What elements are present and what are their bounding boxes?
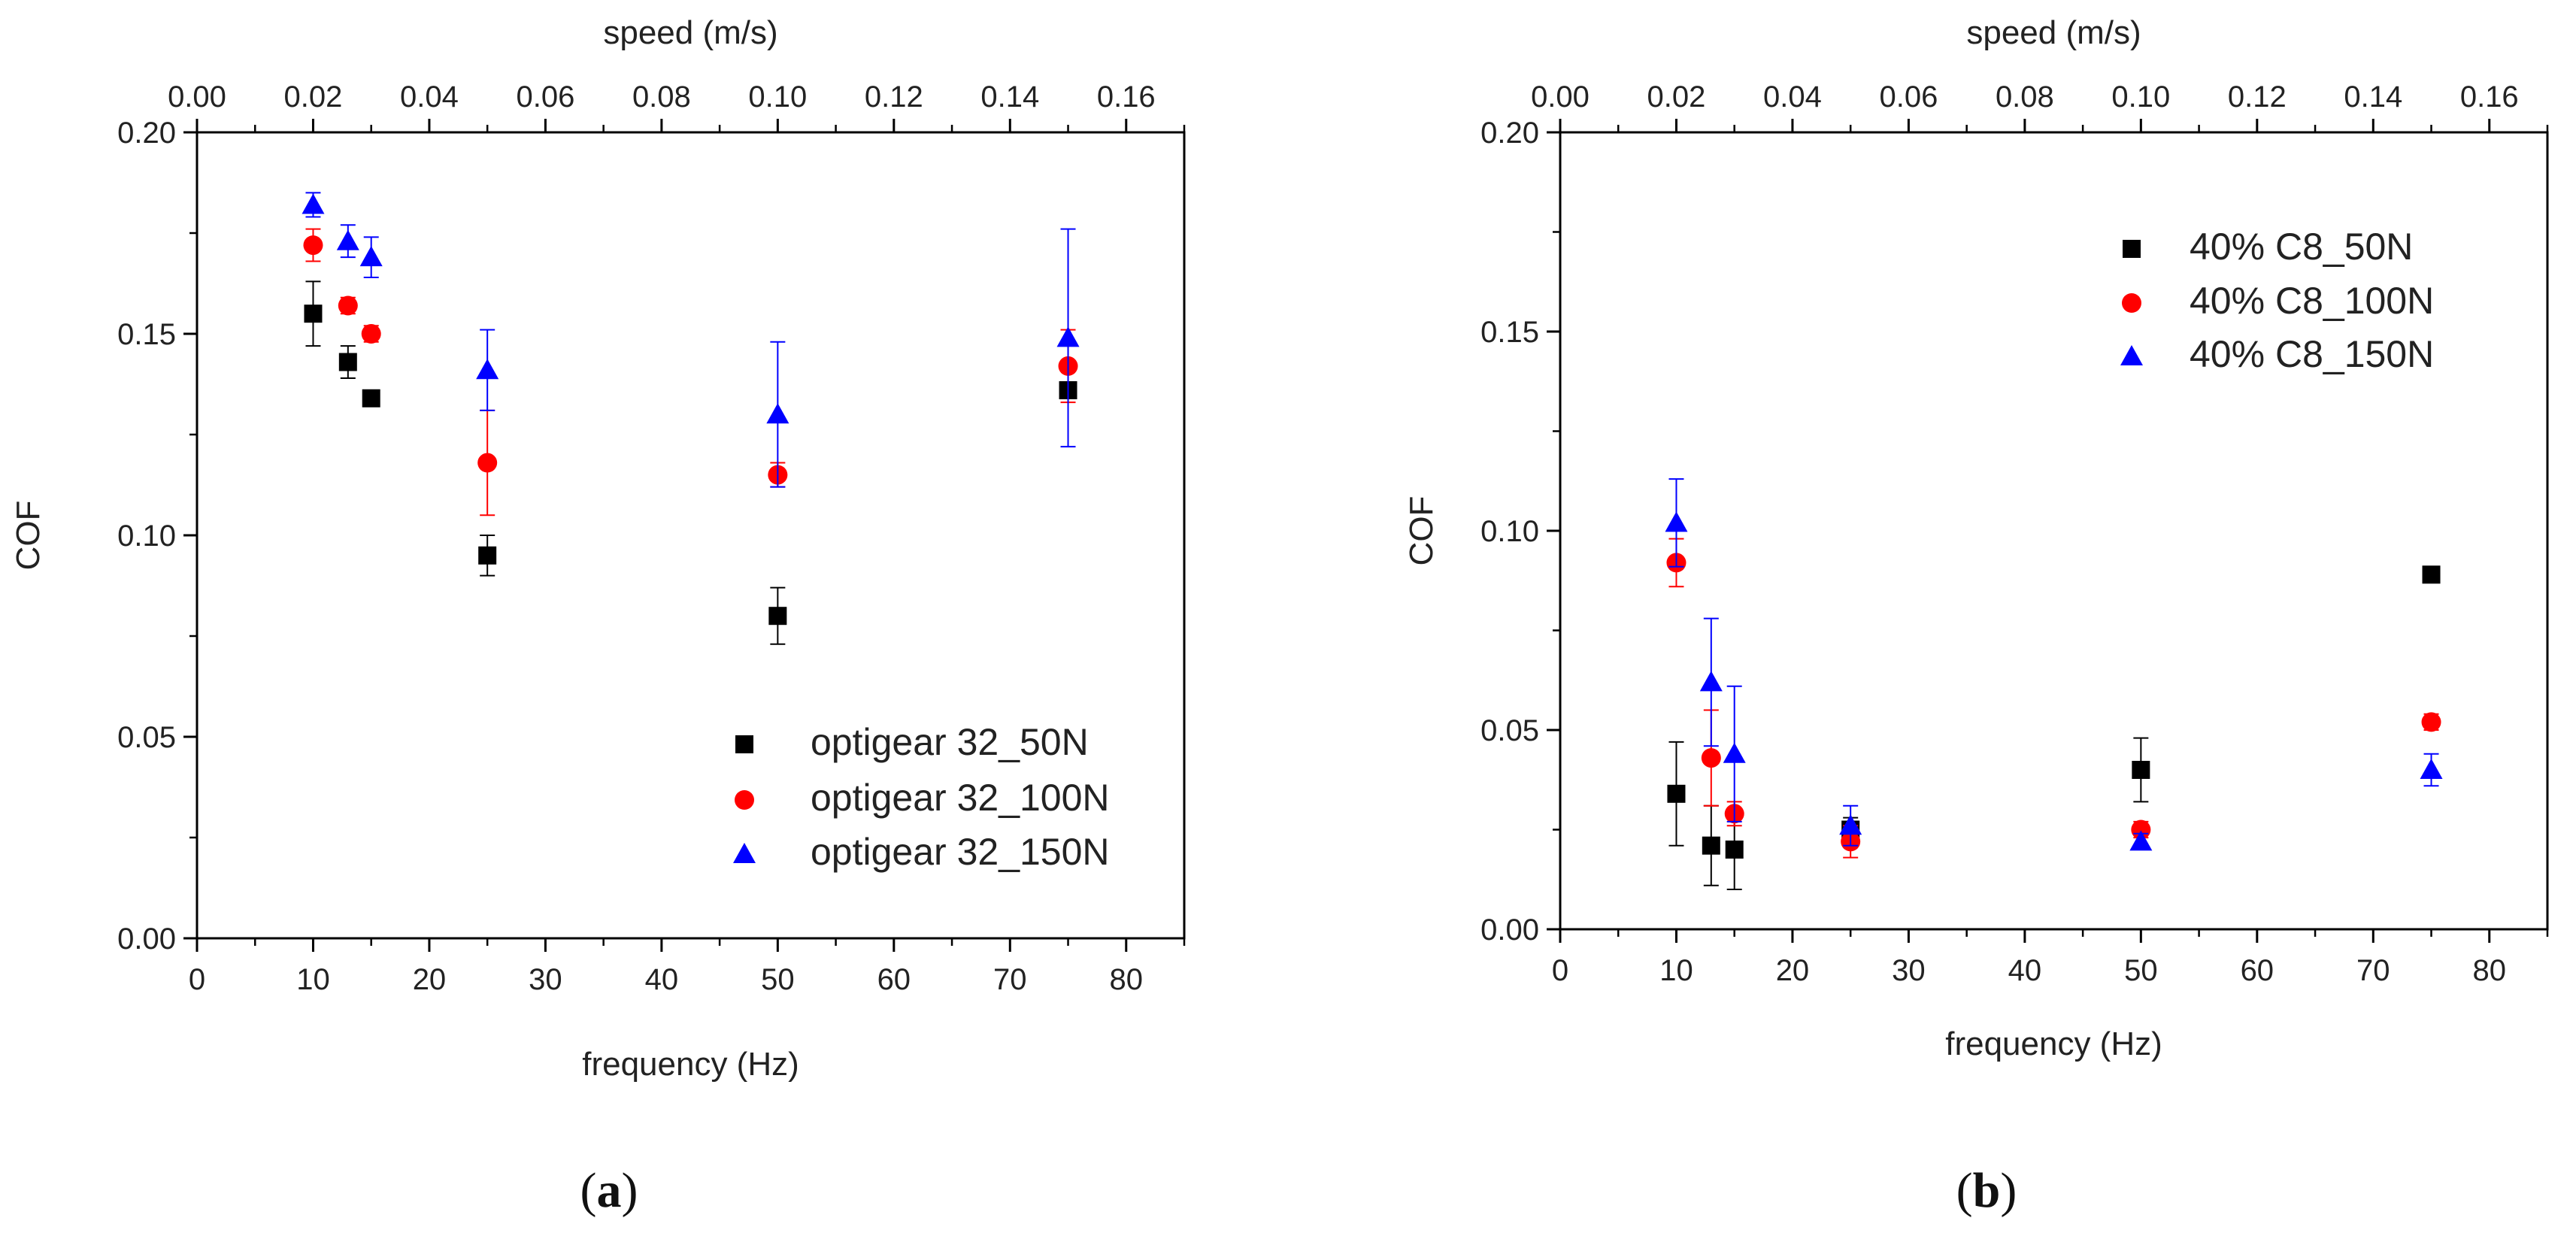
- x-tick-label: 10: [1659, 954, 1693, 987]
- x2-tick-label: 0.00: [1531, 80, 1590, 114]
- data-point: [1839, 814, 1862, 835]
- x2-axis-title: speed (m/s): [603, 14, 777, 51]
- x2-tick-label: 0.04: [1763, 80, 1822, 114]
- x-tick-label: 60: [877, 963, 911, 996]
- legend-marker: [735, 735, 753, 753]
- x-axis-title: frequency (Hz): [582, 1046, 799, 1083]
- x-axis-title: frequency (Hz): [1945, 1025, 2162, 1062]
- x-tick-label: 50: [761, 963, 795, 996]
- data-point: [303, 235, 323, 256]
- x-tick-label: 30: [1892, 954, 1926, 987]
- data-point: [766, 403, 789, 424]
- y-tick-label: 0.20: [1480, 117, 1539, 150]
- y-axis-title: COF: [10, 501, 47, 571]
- data-point: [302, 193, 325, 214]
- x-tick-label: 40: [2008, 954, 2042, 987]
- x-tick-label: 20: [1776, 954, 1810, 987]
- legend-marker: [733, 843, 756, 863]
- legend-label: 40% C8_50N: [2190, 226, 2413, 268]
- data-point: [2421, 712, 2441, 732]
- x-tick-label: 0: [189, 963, 205, 996]
- x2-tick-label: 0.16: [2460, 80, 2519, 114]
- y-tick-label: 0.00: [117, 922, 176, 956]
- legend-label: optigear 32_100N: [811, 777, 1110, 819]
- legend-label: 40% C8_100N: [2190, 280, 2434, 322]
- data-point: [476, 359, 499, 380]
- x2-tick-label: 0.02: [284, 80, 343, 114]
- data-point: [359, 246, 383, 267]
- legend-label: optigear 32_50N: [811, 721, 1089, 763]
- x2-tick-label: 0.08: [632, 80, 691, 114]
- x2-tick-label: 0.12: [2228, 80, 2287, 114]
- data-point: [338, 295, 358, 316]
- x-tick-label: 10: [296, 963, 330, 996]
- panel-label: (a): [580, 1163, 638, 1218]
- data-point: [1665, 511, 1688, 532]
- legend-label: 40% C8_150N: [2190, 333, 2434, 375]
- x-tick-label: 30: [529, 963, 562, 996]
- y-tick-label: 0.20: [117, 117, 176, 150]
- legend-marker: [2122, 293, 2141, 313]
- x2-tick-label: 0.10: [2111, 80, 2170, 114]
- data-point: [338, 353, 357, 371]
- x2-tick-label: 0.04: [400, 80, 459, 114]
- data-point: [362, 389, 380, 407]
- data-point: [768, 607, 787, 626]
- y-tick-label: 0.05: [1480, 714, 1539, 747]
- x2-tick-label: 0.06: [1879, 80, 1938, 114]
- x2-tick-label: 0.12: [865, 80, 923, 114]
- y-tick-label: 0.10: [1480, 515, 1539, 548]
- data-point: [336, 229, 359, 250]
- data-point: [1701, 748, 1721, 768]
- y-tick-label: 0.15: [117, 318, 176, 351]
- y-tick-label: 0.10: [117, 520, 176, 553]
- x-tick-label: 50: [2124, 954, 2158, 987]
- x-tick-label: 80: [1110, 963, 1144, 996]
- x-tick-label: 40: [645, 963, 679, 996]
- x2-tick-label: 0.14: [2344, 80, 2402, 114]
- x2-tick-label: 0.00: [168, 80, 226, 114]
- x2-tick-label: 0.10: [748, 80, 807, 114]
- data-point: [1723, 742, 1746, 763]
- x-tick-label: 70: [993, 963, 1027, 996]
- legend-marker: [2120, 345, 2143, 365]
- legend-marker: [735, 790, 754, 810]
- data-point: [1056, 326, 1080, 347]
- x-tick-label: 80: [2473, 954, 2507, 987]
- x-tick-label: 70: [2356, 954, 2390, 987]
- y-tick-label: 0.05: [117, 721, 176, 754]
- x2-tick-label: 0.16: [1097, 80, 1156, 114]
- data-point: [2132, 761, 2150, 779]
- x-tick-label: 20: [413, 963, 447, 996]
- chart-panel-a: 0 10 20 30 40 50 60 70 80 0.00 0.02 0.04 0.06 0.08 0.1…: [10, 14, 1186, 1218]
- data-point: [2129, 830, 2153, 851]
- data-point: [1699, 671, 1723, 692]
- x2-tick-label: 0.14: [980, 80, 1039, 114]
- data-point: [477, 453, 498, 473]
- x2-tick-label: 0.02: [1647, 80, 1706, 114]
- legend-label: optigear 32_150N: [811, 831, 1110, 873]
- data-point: [361, 324, 381, 344]
- y-tick-label: 0.00: [1480, 913, 1539, 947]
- data-point: [2422, 565, 2441, 584]
- data-point: [1725, 841, 1744, 859]
- data-point: [2420, 759, 2443, 779]
- x2-axis-title: speed (m/s): [1966, 14, 2141, 51]
- data-point: [2131, 819, 2151, 840]
- legend-marker: [2123, 240, 2141, 258]
- panel-label: (b): [1956, 1163, 2017, 1218]
- x-tick-label: 0: [1552, 954, 1568, 987]
- data-point: [304, 304, 323, 323]
- data-point: [1667, 784, 1686, 803]
- data-point: [1702, 836, 1720, 855]
- data-point: [478, 546, 497, 565]
- x-tick-label: 60: [2241, 954, 2274, 987]
- chart-panel-b: 0 10 20 30 40 50 60 70 80 0.00 0.02 0.04 0.06 0.08 0.1…: [1403, 14, 2549, 1218]
- y-axis-title: COF: [1403, 496, 1440, 566]
- x2-tick-label: 0.06: [516, 80, 574, 114]
- y-tick-label: 0.15: [1480, 316, 1539, 349]
- x2-tick-label: 0.08: [1996, 80, 2054, 114]
